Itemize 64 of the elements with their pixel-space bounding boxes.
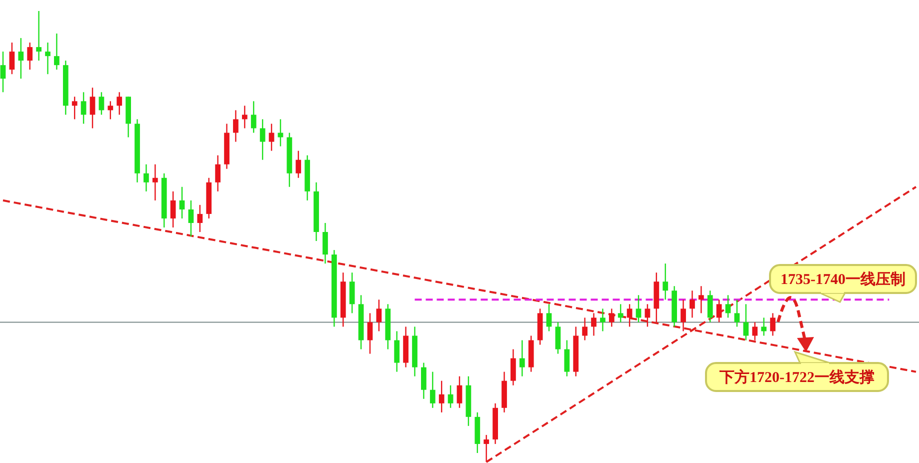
- candlestick: [322, 222, 328, 264]
- candlestick: [582, 317, 588, 341]
- candlestick: [80, 92, 86, 124]
- candlestick: [707, 290, 713, 323]
- candlestick: [618, 304, 624, 323]
- candlestick: [636, 294, 642, 323]
- candlestick: [349, 272, 355, 314]
- candlestick: [260, 118, 266, 160]
- candlestick: [448, 384, 454, 408]
- candlestick: [108, 100, 114, 120]
- candlestick: [644, 304, 650, 328]
- candlestick: [188, 200, 194, 238]
- candlestick: [197, 204, 203, 233]
- candlestick: [367, 312, 373, 354]
- candlestick: [734, 299, 740, 328]
- candlestick: [600, 308, 606, 332]
- candlestick: [725, 294, 731, 318]
- candlestick: [761, 317, 767, 336]
- candlestick: [546, 304, 552, 332]
- candlestick: [743, 304, 749, 341]
- candlestick: [376, 299, 382, 332]
- candlestick: [555, 322, 561, 354]
- candlestick: [268, 123, 274, 152]
- candlestick: [0, 50, 6, 93]
- candlestick: [698, 286, 704, 314]
- candlestick: [716, 299, 722, 323]
- candlestick: [680, 299, 686, 332]
- candlestick: [250, 100, 256, 134]
- candlestick: [116, 92, 122, 116]
- candlestick: [438, 380, 444, 413]
- candlestick: [456, 376, 462, 408]
- candlestick: [421, 362, 426, 400]
- candlestick: [662, 262, 668, 300]
- candlestick: [152, 164, 158, 202]
- candlestick: [394, 330, 400, 372]
- annotation: 1735-1740一线压制: [780, 271, 906, 288]
- annotation: 下方1720-1722一线支撑: [718, 368, 874, 386]
- candlestick: [18, 37, 24, 80]
- candlestick: [179, 186, 185, 220]
- candlestick: [45, 42, 50, 75]
- candlestick: [770, 312, 776, 336]
- candlestick: [242, 105, 248, 129]
- candlestick: [233, 110, 238, 142]
- candlestick: [170, 190, 176, 228]
- candlestick: [591, 312, 596, 336]
- candlestick: [278, 118, 284, 147]
- candlestick: [90, 87, 96, 129]
- candlestick: [690, 290, 695, 318]
- candlestick: [510, 348, 516, 386]
- candlestick: [98, 92, 104, 116]
- candlestick: [215, 154, 221, 192]
- candlestick: [36, 10, 42, 62]
- candlestick: [72, 96, 78, 120]
- candlestick: [608, 308, 614, 328]
- candlestick: [54, 32, 60, 70]
- candlestick: [626, 304, 632, 328]
- candlestick: [752, 322, 758, 341]
- candlestick: [564, 340, 570, 377]
- candlestick: [296, 150, 302, 178]
- candlestick: [519, 340, 525, 377]
- candlestick: [144, 164, 149, 192]
- candlestick: [430, 371, 436, 408]
- candlestick: [9, 42, 15, 75]
- candlestick: [27, 42, 33, 70]
